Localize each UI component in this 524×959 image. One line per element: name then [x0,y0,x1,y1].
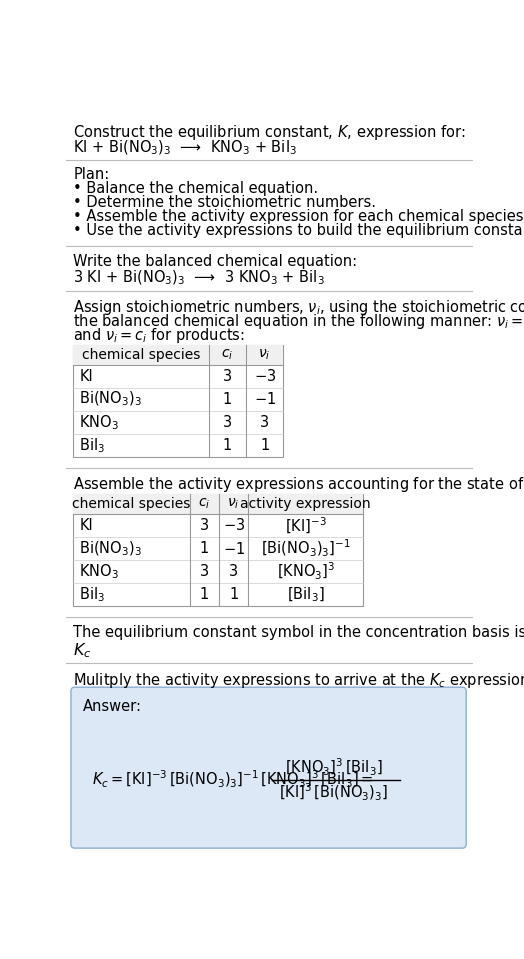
Text: 3: 3 [200,518,209,533]
Text: $K_c$: $K_c$ [73,642,92,661]
Text: Bi(NO$_3$)$_3$: Bi(NO$_3$)$_3$ [80,539,143,558]
Text: Write the balanced chemical equation:: Write the balanced chemical equation: [73,254,357,269]
Text: $[\mathrm{KNO_3}]^{3}$: $[\mathrm{KNO_3}]^{3}$ [277,561,335,582]
Text: $K_c = [\mathrm{KI}]^{-3}\,[\mathrm{Bi(NO_3)_3}]^{-1}\,[\mathrm{KNO_3}]^{3}\,[\m: $K_c = [\mathrm{KI}]^{-3}\,[\mathrm{Bi(N… [92,769,373,790]
Text: $\nu_i$: $\nu_i$ [227,497,240,511]
Text: • Use the activity expressions to build the equilibrium constant expression.: • Use the activity expressions to build … [73,222,524,238]
Text: 3 KI + Bi(NO$_3$)$_3$  ⟶  3 KNO$_3$ + BiI$_3$: 3 KI + Bi(NO$_3$)$_3$ ⟶ 3 KNO$_3$ + BiI$… [73,269,325,288]
Text: $[\mathrm{Bi(NO_3)_3}]^{-1}$: $[\mathrm{Bi(NO_3)_3}]^{-1}$ [261,538,351,559]
Bar [73,494,363,606]
Text: 3: 3 [229,564,238,579]
Text: $-1$: $-1$ [223,541,245,556]
Text: 1: 1 [200,587,209,602]
Text: KI: KI [80,518,93,533]
Text: $c_i$: $c_i$ [221,347,234,362]
Text: KI + Bi(NO$_3$)$_3$  ⟶  KNO$_3$ + BiI$_3$: KI + Bi(NO$_3$)$_3$ ⟶ KNO$_3$ + BiI$_3$ [73,138,298,156]
Text: 3: 3 [260,415,269,430]
Text: $[\mathrm{KI}]^3\,[\mathrm{Bi(NO_3)_3}]$: $[\mathrm{KI}]^3\,[\mathrm{Bi(NO_3)_3}]$ [279,782,388,803]
Text: Assign stoichiometric numbers, $\nu_i$, using the stoichiometric coefficients, $: Assign stoichiometric numbers, $\nu_i$, … [73,298,524,317]
Text: $-1$: $-1$ [254,391,276,408]
Text: Plan:: Plan: [73,168,110,182]
Text: activity expression: activity expression [241,497,371,511]
Text: KI: KI [80,368,93,384]
Text: BiI$_3$: BiI$_3$ [80,585,106,604]
Text: 3: 3 [200,564,209,579]
Text: 1: 1 [260,438,269,453]
Text: $-3$: $-3$ [254,368,276,385]
Text: $[\mathrm{BiI_3}]$: $[\mathrm{BiI_3}]$ [287,586,325,604]
Text: $[\mathrm{KI}]^{-3}$: $[\mathrm{KI}]^{-3}$ [285,515,326,535]
Text: Bi(NO$_3$)$_3$: Bi(NO$_3$)$_3$ [80,390,143,409]
Text: 3: 3 [223,415,232,430]
Text: $c_i$: $c_i$ [198,497,210,511]
Bar [73,344,283,456]
Text: • Determine the stoichiometric numbers.: • Determine the stoichiometric numbers. [73,196,376,210]
Text: KNO$_3$: KNO$_3$ [80,562,119,581]
Text: BiI$_3$: BiI$_3$ [80,436,106,455]
Text: 1: 1 [223,438,232,453]
Text: and $\nu_i = c_i$ for products:: and $\nu_i = c_i$ for products: [73,326,245,345]
Text: • Assemble the activity expression for each chemical species.: • Assemble the activity expression for e… [73,209,524,224]
Text: KNO$_3$: KNO$_3$ [80,413,119,432]
FancyBboxPatch shape [71,688,466,848]
Text: 1: 1 [223,391,232,407]
Text: 3: 3 [223,368,232,384]
Text: $\nu_i$: $\nu_i$ [258,347,271,362]
Text: • Balance the chemical equation.: • Balance the chemical equation. [73,181,319,197]
Text: $-3$: $-3$ [223,518,245,533]
Text: The equilibrium constant symbol in the concentration basis is:: The equilibrium constant symbol in the c… [73,625,524,640]
Bar [73,494,363,514]
Text: $[\mathrm{KNO_3}]^3\,[\mathrm{BiI_3}]$: $[\mathrm{KNO_3}]^3\,[\mathrm{BiI_3}]$ [285,757,383,778]
Bar [73,344,283,364]
Text: Construct the equilibrium constant, $K$, expression for:: Construct the equilibrium constant, $K$,… [73,123,466,142]
Text: Answer:: Answer: [83,699,141,713]
Text: chemical species: chemical species [72,497,191,511]
Text: chemical species: chemical species [82,347,200,362]
Text: 1: 1 [229,587,238,602]
Text: 1: 1 [200,541,209,556]
Text: Assemble the activity expressions accounting for the state of matter and $\nu_i$: Assemble the activity expressions accoun… [73,476,524,495]
Text: the balanced chemical equation in the following manner: $\nu_i = -c_i$ for react: the balanced chemical equation in the fo… [73,313,524,331]
Text: Mulitply the activity expressions to arrive at the $K_c$ expression:: Mulitply the activity expressions to arr… [73,671,524,690]
